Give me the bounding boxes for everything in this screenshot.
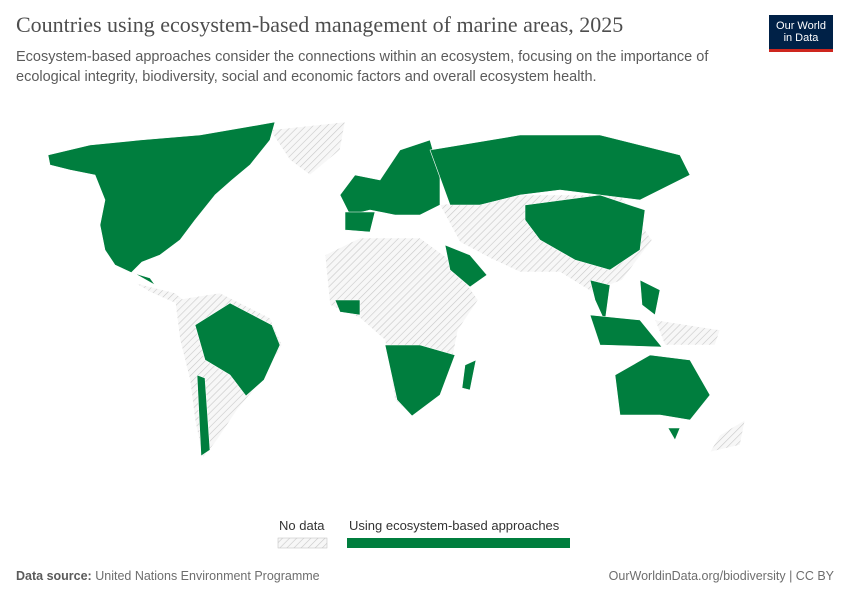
region: [589, 314, 663, 348]
world-map: [47, 121, 746, 549]
region: [196, 374, 211, 457]
region: [639, 279, 661, 316]
legend-swatch: [347, 538, 570, 548]
legend-swatch: [277, 537, 328, 549]
source: Data source: United Nations Environment …: [16, 569, 320, 583]
legend-label: Using ecosystem-based approaches: [349, 518, 560, 533]
region: [654, 319, 721, 346]
title: Countries using ecosystem-based manageme…: [16, 12, 624, 37]
source-name: United Nations Environment Programme: [95, 569, 320, 583]
region: [194, 302, 281, 397]
legend-label: No data: [279, 518, 325, 533]
logo-text: in Data: [783, 32, 819, 44]
region: [709, 419, 746, 453]
url[interactable]: OurWorldinData.org/biodiversity | CC BY: [608, 569, 834, 583]
region: [667, 427, 681, 441]
region: [344, 211, 376, 233]
region: [429, 134, 691, 206]
logo[interactable]: Our World in Data: [769, 15, 833, 52]
ebm-regions: [47, 121, 711, 457]
region: [384, 344, 456, 417]
region: [444, 244, 488, 288]
logo-text: Our World: [776, 20, 826, 32]
region: [614, 354, 711, 421]
region: [524, 194, 646, 271]
source-label: Data source:: [16, 569, 92, 583]
subtitle: Ecosystem-based approaches consider the …: [16, 49, 709, 85]
region: [269, 121, 346, 176]
region: [47, 121, 276, 286]
region: [339, 139, 441, 216]
region: [334, 299, 361, 316]
region: [461, 359, 477, 391]
